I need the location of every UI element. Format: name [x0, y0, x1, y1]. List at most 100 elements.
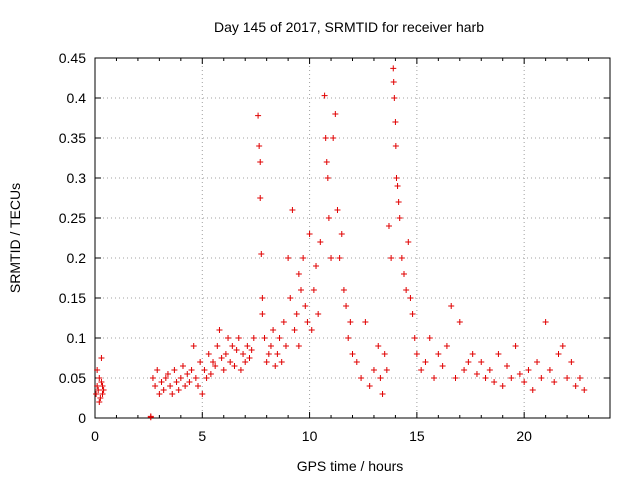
data-point	[96, 399, 103, 405]
data-point	[171, 367, 178, 373]
chart-title: Day 145 of 2017, SRMTID for receiver har…	[214, 19, 484, 35]
data-point	[383, 367, 390, 373]
data-point	[392, 143, 399, 149]
y-tick-label: 0.25	[59, 210, 86, 226]
data-point	[256, 143, 263, 149]
data-point	[504, 363, 510, 369]
data-point	[435, 351, 442, 357]
data-point	[235, 335, 242, 341]
data-point	[328, 255, 335, 261]
data-point	[289, 207, 296, 213]
data-point	[197, 359, 204, 365]
data-point	[287, 295, 294, 301]
x-tick-label: 5	[198, 428, 206, 444]
data-point	[267, 343, 274, 349]
data-point	[529, 387, 536, 393]
data-point	[291, 327, 298, 333]
grid-lines	[95, 58, 610, 418]
data-point	[304, 319, 311, 325]
data-point	[212, 363, 219, 369]
y-tick-label: 0.35	[59, 130, 86, 146]
y-tick-label: 0.1	[67, 330, 87, 346]
data-point	[154, 367, 161, 373]
data-point	[555, 351, 562, 357]
data-point	[413, 351, 420, 357]
data-point	[242, 359, 249, 365]
data-point	[512, 343, 519, 349]
data-point	[99, 391, 106, 397]
data-point	[452, 375, 459, 381]
data-point	[564, 375, 571, 381]
data-point	[173, 379, 180, 385]
data-point	[160, 387, 167, 393]
data-point	[491, 379, 498, 385]
data-point	[431, 375, 438, 381]
data-point	[336, 255, 343, 261]
data-point	[542, 319, 549, 325]
y-ticks: 0 0.05 0.1 0.15 0.2 0.25 0.3 0.35 0.4 0.45	[59, 50, 610, 426]
data-point	[310, 287, 317, 293]
data-point	[192, 375, 199, 381]
data-point	[323, 159, 330, 165]
data-point	[325, 215, 332, 221]
x-axis-label: GPS time / hours	[297, 458, 404, 474]
data-point	[418, 367, 425, 373]
data-point	[559, 343, 566, 349]
data-point	[321, 92, 328, 99]
data-point	[97, 395, 104, 401]
data-point	[581, 387, 588, 393]
data-point	[379, 391, 386, 397]
data-point	[216, 327, 223, 333]
data-point	[358, 375, 365, 381]
data-point	[220, 367, 227, 373]
data-point	[250, 335, 257, 341]
data-point	[265, 351, 272, 357]
data-point	[295, 343, 302, 349]
data-point	[147, 413, 154, 420]
data-point	[349, 351, 356, 357]
data-point	[270, 327, 277, 333]
data-point	[407, 295, 414, 301]
data-point	[521, 379, 528, 385]
data-point	[347, 319, 354, 325]
data-point	[456, 319, 463, 325]
data-point	[375, 343, 382, 349]
data-point	[225, 335, 232, 341]
data-point	[395, 199, 402, 205]
data-point	[293, 311, 300, 317]
data-point	[295, 271, 302, 277]
data-point	[158, 379, 165, 385]
data-point	[393, 175, 400, 181]
data-point	[261, 335, 268, 341]
data-point	[315, 311, 322, 317]
data-point	[495, 351, 502, 357]
y-tick-label: 0.05	[59, 370, 86, 386]
data-point	[99, 383, 106, 389]
data-point	[576, 375, 583, 381]
data-point	[534, 359, 541, 365]
data-point	[343, 303, 350, 309]
data-point	[317, 239, 324, 245]
data-point	[233, 347, 240, 353]
data-point	[222, 351, 229, 357]
data-point	[426, 335, 433, 341]
data-point	[306, 231, 313, 237]
y-axis-label: SRMTID / TECUs	[7, 183, 23, 293]
y-tick-label: 0.3	[67, 170, 87, 186]
x-tick-label: 10	[302, 428, 318, 444]
data-point	[179, 363, 186, 369]
data-point	[345, 335, 352, 341]
data-point	[259, 311, 266, 317]
data-point	[229, 343, 236, 349]
data-point	[98, 355, 105, 361]
data-point	[248, 347, 255, 353]
data-point	[385, 223, 392, 229]
x-tick-label: 20	[516, 428, 532, 444]
data-point	[308, 327, 315, 333]
data-point	[255, 112, 262, 119]
data-point	[237, 367, 244, 373]
data-point	[259, 295, 266, 301]
data-point	[334, 207, 341, 213]
data-point	[396, 215, 403, 221]
